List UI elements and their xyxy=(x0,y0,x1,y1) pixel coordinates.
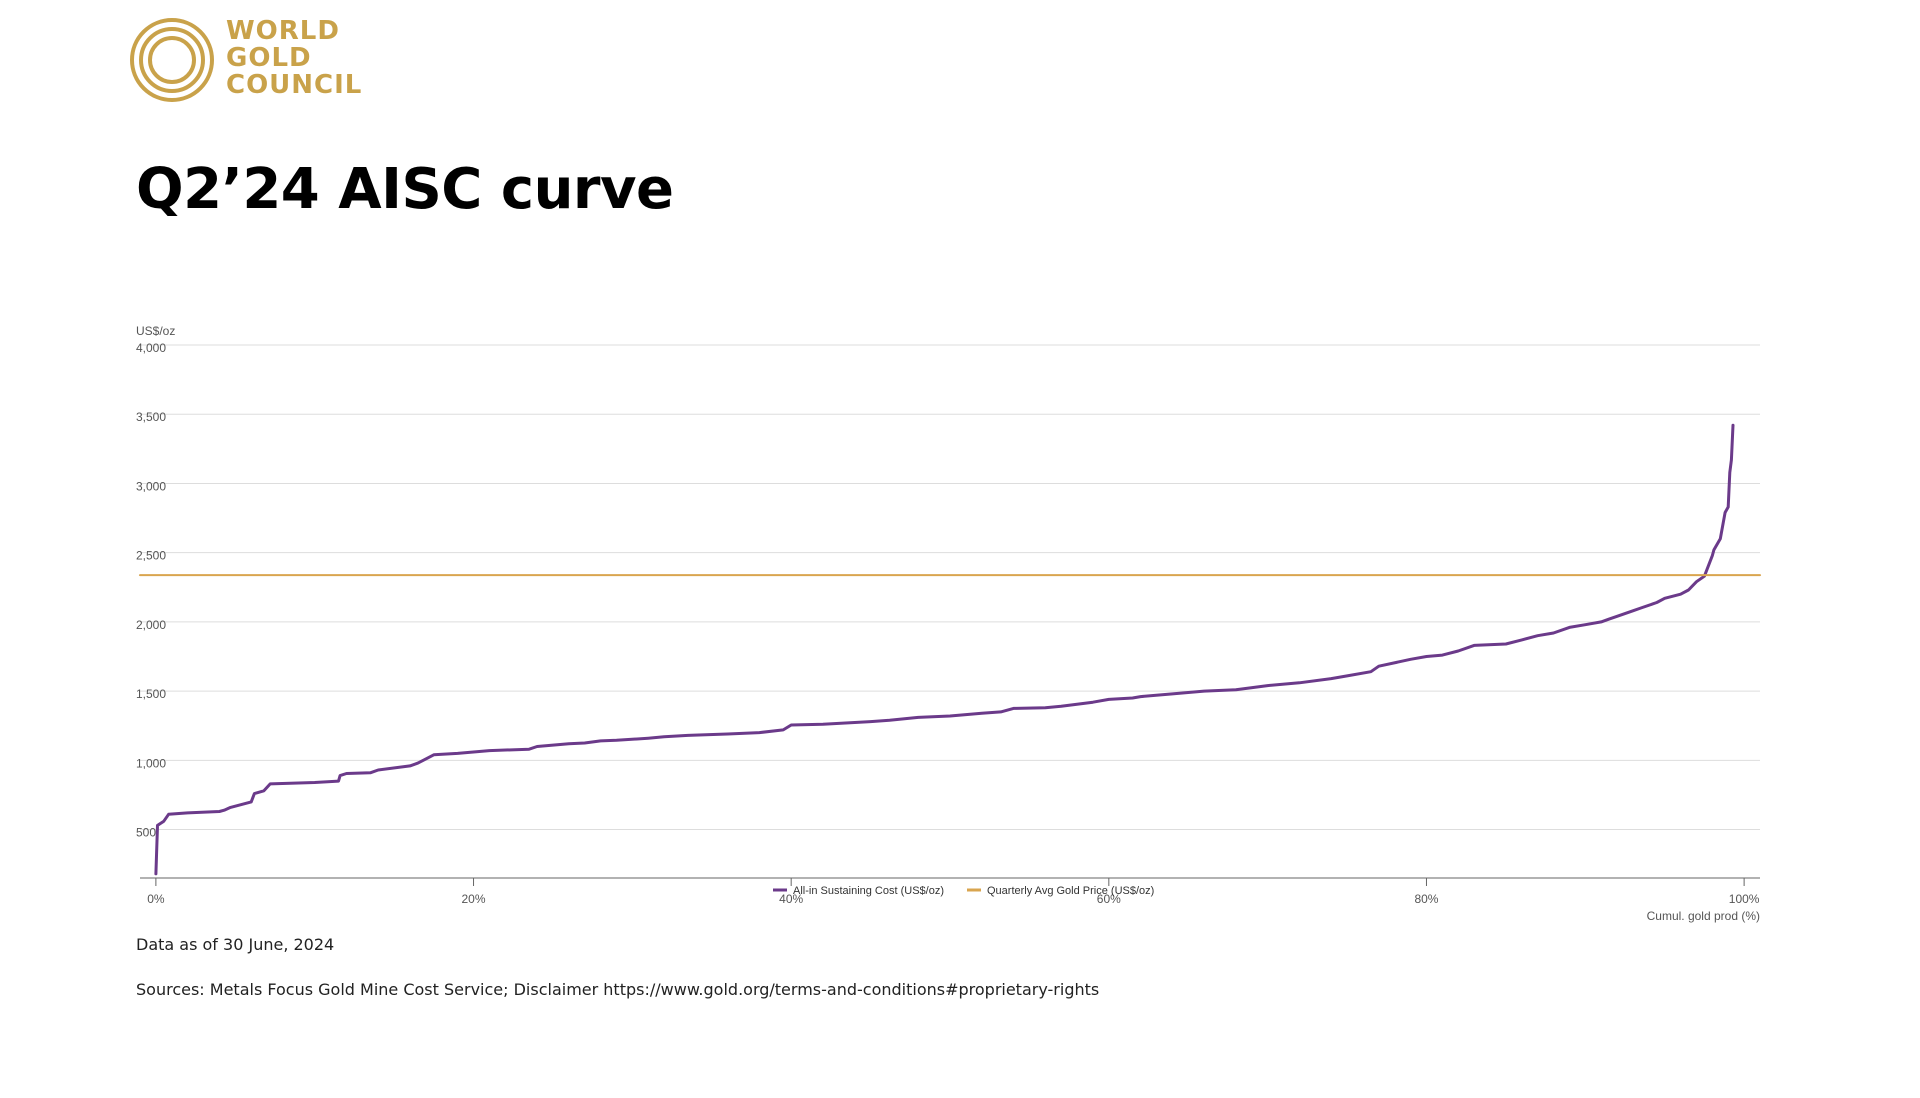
legend-entry: Quarterly Avg Gold Price (US$/oz) xyxy=(987,885,1154,897)
y-tick-label: 4,000 xyxy=(136,341,166,355)
x-tick-label: 0% xyxy=(147,892,165,906)
logo-line-world: WORLD xyxy=(226,16,340,46)
y-axis-label: US$/oz xyxy=(136,324,175,338)
x-tick-label: 40% xyxy=(779,892,803,906)
x-tick-label: 20% xyxy=(462,892,486,906)
legend-entry: All-in Sustaining Cost (US$/oz) xyxy=(793,885,944,897)
logo-line-gold: GOLD xyxy=(226,43,312,73)
x-tick-label: 60% xyxy=(1097,892,1121,906)
legend: All-in Sustaining Cost (US$/oz) Quarterly… xyxy=(773,885,1154,897)
x-tick-label: 100% xyxy=(1729,892,1760,906)
y-tick-label: 1,000 xyxy=(136,756,166,770)
logo-wordmark: WORLD GOLD COUNCIL xyxy=(226,18,362,99)
y-tick-label: 3,000 xyxy=(136,479,166,493)
gridlines xyxy=(140,344,1760,831)
logo-line-council: COUNCIL xyxy=(226,70,363,100)
logo-rings-icon xyxy=(130,18,214,102)
series-lines xyxy=(139,423,1761,876)
y-tick-label: 1,500 xyxy=(136,687,166,701)
axes: 500 1,000 1,500 2,000 2,500 3,000 3,500 4,000 US… xyxy=(136,324,1760,923)
sources-note: Sources: Metals Focus Gold Mine Cost Ser… xyxy=(136,980,1100,999)
x-tick-label: 80% xyxy=(1414,892,1438,906)
data-date-note: Data as of 30 June, 2024 xyxy=(136,935,335,954)
page-title: Q2’24 AISC curve xyxy=(136,157,674,222)
y-tick-label: 3,500 xyxy=(136,410,166,424)
aisc-series-line xyxy=(154,423,1735,876)
x-axis-label: Cumul. gold prod (%) xyxy=(1647,909,1760,923)
y-tick-label: 2,500 xyxy=(136,549,166,563)
y-tick-label: 500 xyxy=(136,826,156,840)
world-gold-council-logo: WORLD GOLD COUNCIL xyxy=(128,16,368,108)
y-tick-label: 2,000 xyxy=(136,618,166,632)
